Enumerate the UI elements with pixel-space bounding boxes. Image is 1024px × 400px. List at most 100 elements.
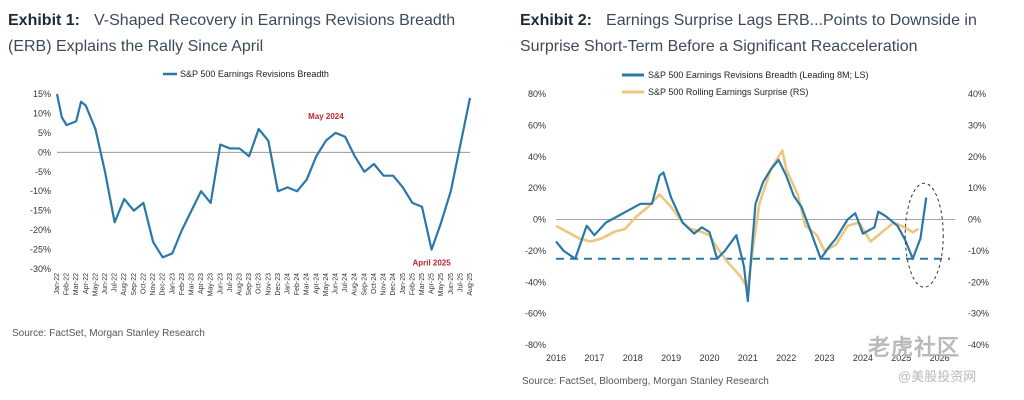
chart1-xtick: Dec-22 [160, 273, 167, 296]
chart1-xtick: Mar-23 [188, 273, 195, 295]
chart2-ytick-left: -20% [525, 246, 546, 256]
exhibit1-source: Source: FactSet, Morgan Stanley Research [12, 328, 205, 339]
chart2-ytick-right: 10% [968, 183, 986, 193]
chart2-ytick-right: -20% [968, 277, 989, 287]
chart1-xtick: Jun-22 [102, 273, 109, 295]
chart1-xtick: Dec-24 [390, 273, 397, 296]
chart1-xtick: Mar-25 [419, 273, 426, 295]
chart1-xtick: Jan-22 [54, 273, 61, 295]
chart1-xtick: Mar-24 [304, 273, 311, 295]
chart1-xtick: Apr-25 [429, 273, 436, 294]
chart1-xtick: Jan-23 [169, 273, 176, 295]
chart1-xtick: Jun-25 [448, 273, 455, 295]
exhibit1-title: Exhibit 1: V-Shaped Recovery in Earnings … [8, 8, 498, 60]
chart1-xtick: Apr-24 [313, 273, 320, 294]
chart1-xtick: Jun-23 [217, 273, 224, 295]
chart1-xtick: Aug-25 [467, 273, 474, 296]
exhibit2-source: Source: FactSet, Bloomberg, Morgan Stanl… [522, 376, 769, 387]
chart2-ytick-right: 40% [968, 89, 986, 99]
chart2-ytick-left: 60% [528, 120, 546, 130]
chart2-xtick: 2020 [699, 353, 719, 363]
chart1-xtick: Oct-24 [371, 273, 378, 294]
watermark-handle: @美股投资网 [898, 369, 977, 384]
chart2-ytick-left: 80% [528, 89, 546, 99]
chart1-xtick: Dec-23 [275, 273, 282, 296]
chart1-xtick: Nov-23 [265, 273, 272, 296]
chart1-xtick: Jul-23 [227, 273, 234, 292]
chart1-xtick: Sep-24 [361, 273, 368, 296]
chart1-xtick: Apr-23 [198, 273, 205, 294]
chart2-highlight-ellipse [904, 182, 944, 288]
chart1-xtick: Nov-24 [381, 273, 388, 296]
chart2-ytick-right: -10% [968, 246, 989, 256]
chart1-xtick: Mar-22 [73, 273, 80, 295]
chart2-xtick: 2021 [738, 353, 758, 363]
chart1-ytick: 10% [33, 108, 51, 118]
chart2-ytick-right: 20% [968, 152, 986, 162]
chart1-xtick: Feb-24 [294, 273, 301, 295]
chart1-ytick: -15% [30, 206, 51, 216]
watermark-brand: 老虎社区 [868, 335, 961, 360]
chart1-xtick: Aug-23 [236, 273, 243, 296]
chart2-xtick: 2022 [776, 353, 796, 363]
chart1-xtick: May-22 [92, 273, 99, 296]
chart1-legend-label: S&P 500 Earnings Revisions Breadth [180, 69, 329, 79]
chart2-ytick-right: -30% [968, 309, 989, 319]
chart1-xtick: Nov-22 [150, 273, 157, 296]
chart2-legend-label-surprise: S&P 500 Rolling Earnings Surprise (RS) [648, 87, 808, 97]
chart1-xtick: Jul-22 [112, 273, 119, 292]
chart1-xtick: Jan-24 [285, 273, 292, 295]
exhibit2-label: Exhibit 2: [520, 12, 593, 29]
chart2-xtick: 2017 [584, 353, 604, 363]
chart1-xtick: Jul-24 [342, 273, 349, 292]
exhibit1-title-text: V-Shaped Recovery in Earnings Revisions … [8, 12, 456, 55]
chart2-xtick: 2025 [891, 353, 911, 363]
chart1-xtick: May-24 [323, 273, 330, 296]
chart1-ytick: 5% [38, 128, 51, 138]
chart1-ytick: -5% [35, 167, 51, 177]
chart2-xtick: 2019 [661, 353, 681, 363]
chart1-xtick: Aug-24 [352, 273, 359, 296]
exhibit2-title: Exhibit 2: Earnings Surprise Lags ERB...P… [520, 8, 1020, 60]
chart1-xtick: Oct-23 [256, 273, 263, 294]
chart1-svg: 15%10%5%0%-5%-10%-15%-20%-25%-30%Jan-22 F… [30, 69, 474, 296]
chart2-xtick: 2024 [853, 353, 873, 363]
chart2-xtick: 2016 [546, 353, 566, 363]
chart2-legend-label-erb: S&P 500 Earnings Revisions Breadth (Lead… [648, 70, 868, 80]
chart1-xtick: Jan-25 [400, 273, 407, 295]
chart1-xtick: May-23 [208, 273, 215, 296]
chart2-xtick: 2026 [930, 353, 950, 363]
chart2-series-erb [555, 158, 928, 303]
chart1-xtick: Sep-23 [246, 273, 253, 296]
chart2-ytick-left: -60% [525, 309, 546, 319]
chart1-annotation: May 2024 [308, 112, 344, 121]
chart1-xtick: Feb-25 [409, 273, 416, 295]
chart1-xtick: Jun-24 [333, 273, 340, 295]
chart2-ytick-right: 30% [968, 120, 986, 130]
chart2-ytick-left: -40% [525, 277, 546, 287]
chart1-ytick: 0% [38, 147, 51, 157]
chart1-xtick: Feb-22 [64, 273, 71, 295]
chart1-ytick: -25% [30, 245, 51, 255]
chart2-ytick-left: 40% [528, 152, 546, 162]
exhibit1-label: Exhibit 1: [8, 12, 81, 29]
chart1-ytick: -30% [30, 264, 51, 274]
chart1-series-line [55, 93, 472, 259]
chart2-ytick-left: 20% [528, 183, 546, 193]
chart2-ytick-left: -80% [525, 340, 546, 350]
chart1-xtick: Jul-25 [457, 273, 464, 292]
chart1-ytick: -20% [30, 225, 51, 235]
chart2-ytick-right: 0% [968, 215, 981, 225]
chart1-xtick: Apr-22 [83, 273, 90, 294]
chart2-ytick-right: -40% [968, 340, 989, 350]
chart2-ytick-left: 0% [533, 215, 546, 225]
chart1-xtick: Feb-23 [179, 273, 186, 295]
chart2-xtick: 2023 [815, 353, 835, 363]
chart1-xtick: May-25 [438, 273, 445, 296]
chart1-annotation: April 2025 [412, 259, 451, 268]
chart1-xtick: Oct-22 [140, 273, 147, 294]
chart2-xtick: 2018 [623, 353, 643, 363]
chart1-ytick: 15% [33, 89, 51, 99]
chart1-xtick: Sep-22 [131, 273, 138, 296]
